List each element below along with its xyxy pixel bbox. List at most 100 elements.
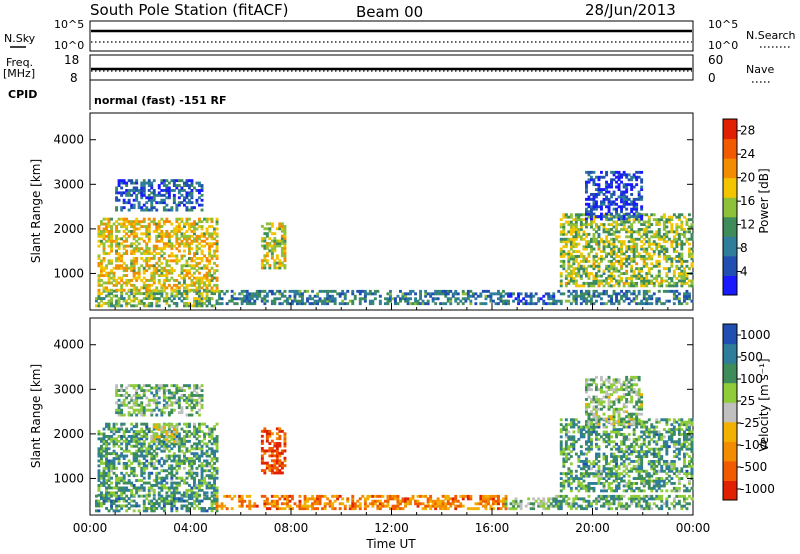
velocity-cell	[107, 435, 111, 438]
velocity-cell	[165, 502, 169, 505]
power-cell	[524, 299, 528, 303]
velocity-cell	[476, 507, 480, 511]
velocity-cell	[602, 504, 606, 508]
power-cell	[597, 284, 601, 288]
power-cell	[612, 252, 616, 256]
power-cell	[162, 179, 166, 183]
power-cell	[162, 244, 166, 248]
power-cell	[147, 266, 151, 270]
power-cell	[680, 274, 684, 278]
power-cell	[165, 261, 169, 265]
velocity-cell	[389, 507, 392, 511]
power-cell	[637, 170, 641, 174]
power-cell	[630, 292, 634, 296]
velocity-cell	[112, 491, 116, 495]
power-cell	[250, 294, 254, 298]
power-cell	[625, 220, 629, 224]
velocity-cell	[612, 502, 616, 506]
velocity-cell	[559, 442, 563, 446]
power-cell	[640, 267, 644, 271]
power-cell	[615, 210, 618, 214]
velocity-cell	[338, 494, 342, 498]
velocity-cell	[167, 427, 171, 431]
velocity-cell	[391, 504, 395, 508]
power-cell	[519, 292, 523, 296]
power-cell	[590, 237, 593, 241]
power-cell	[215, 283, 219, 287]
power-cell	[248, 292, 252, 296]
power-cell	[564, 245, 568, 249]
power-cell	[667, 299, 671, 303]
power-cell	[597, 193, 601, 196]
velocity-cell	[273, 461, 277, 465]
power-cell	[117, 259, 121, 263]
velocity-cell	[600, 497, 603, 501]
power-cell	[177, 184, 181, 187]
velocity-cell	[394, 504, 397, 508]
power-cell	[341, 299, 345, 303]
velocity-cell	[107, 484, 111, 487]
velocity-cell	[215, 488, 219, 492]
power-cell	[620, 217, 623, 221]
power-cell	[574, 218, 578, 222]
velocity-cell	[125, 466, 129, 470]
velocity-cell	[449, 504, 453, 508]
power-cell	[188, 247, 191, 251]
velocity-cell	[200, 454, 204, 458]
power-cell	[165, 269, 169, 273]
power-cell	[115, 304, 118, 308]
velocity-cell	[595, 499, 598, 503]
velocity-cell	[630, 499, 634, 503]
power-cell	[622, 220, 626, 224]
power-cell	[672, 281, 676, 285]
power-cell	[690, 262, 694, 266]
power-cell	[110, 302, 113, 305]
power-cell	[198, 289, 201, 293]
power-cell	[650, 267, 654, 271]
power-cell	[117, 230, 121, 233]
power-cell	[150, 191, 154, 195]
power-cell	[140, 191, 144, 195]
power-cell	[343, 294, 347, 298]
velocity-cell	[115, 427, 118, 431]
power-cell	[198, 191, 201, 195]
power-cell	[177, 259, 181, 263]
velocity-cell	[100, 457, 103, 460]
power-cell	[140, 225, 144, 228]
power-cell	[167, 232, 171, 236]
power-cell	[610, 279, 613, 283]
velocity-cell	[167, 449, 171, 453]
power-cell	[190, 193, 194, 197]
power-cell	[690, 279, 694, 283]
power-cell	[245, 292, 249, 296]
velocity-cell	[484, 494, 488, 498]
power-cell	[401, 292, 405, 296]
velocity-cell	[188, 509, 191, 513]
velocity-cell	[110, 427, 113, 431]
power-cell	[195, 198, 199, 202]
power-cell	[130, 181, 134, 185]
power-cell	[147, 249, 151, 253]
velocity-cell	[208, 497, 211, 501]
power-cell	[115, 242, 118, 246]
power-cell	[258, 292, 262, 296]
velocity-cell	[165, 474, 169, 478]
power-cell	[567, 264, 571, 268]
power-cell	[645, 235, 649, 239]
power-cell	[338, 294, 342, 298]
power-cell	[100, 232, 103, 236]
velocity-cell	[145, 435, 149, 438]
power-cell	[243, 299, 247, 303]
power-cell	[343, 292, 347, 296]
power-cell	[280, 234, 284, 238]
power-cell	[160, 274, 164, 277]
power-colorbar-tick-label: 28	[740, 124, 755, 138]
power-cell	[180, 189, 184, 192]
power-cell	[185, 269, 189, 273]
power-cell	[637, 255, 641, 258]
velocity-cell	[645, 502, 649, 506]
velocity-cell	[213, 484, 216, 487]
power-cell	[675, 267, 679, 271]
power-cell	[449, 299, 453, 303]
